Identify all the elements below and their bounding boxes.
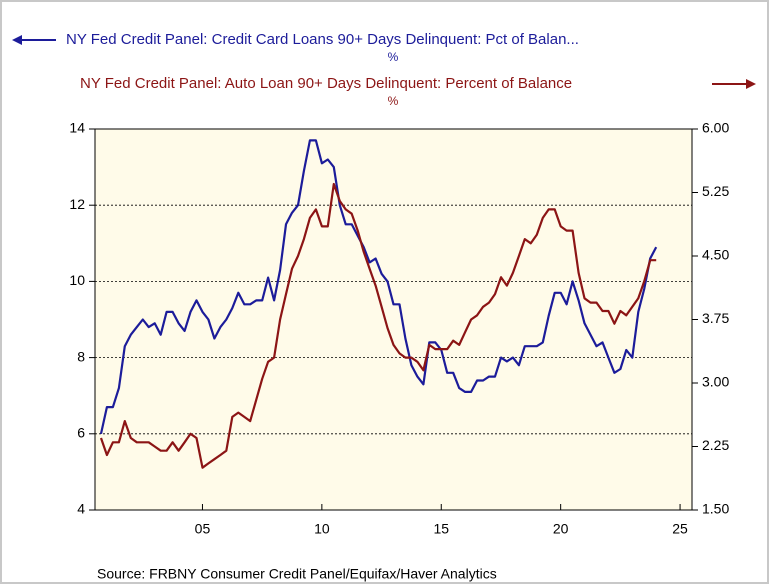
y-tick-label: 10 — [69, 272, 85, 288]
y-tick-label: 4 — [77, 501, 85, 517]
x-tick-label: 10 — [314, 521, 330, 537]
legend-arrowhead — [12, 35, 22, 45]
y-tick-label: 6 — [77, 425, 85, 441]
series-line — [99, 182, 657, 469]
plot-area — [95, 129, 692, 510]
legend-label: NY Fed Credit Panel: Credit Card Loans 9… — [66, 31, 579, 48]
legend-unit: % — [388, 94, 399, 108]
legend-label: NY Fed Credit Panel: Auto Loan 90+ Days … — [80, 75, 572, 92]
y2-tick-label: 2.25 — [702, 437, 729, 453]
y-tick-label: 12 — [69, 196, 85, 212]
y2-tick-label: 1.50 — [702, 501, 729, 517]
y-tick-label: 8 — [77, 348, 85, 364]
legend-unit: % — [388, 50, 399, 64]
y2-tick-label: 6.00 — [702, 120, 729, 136]
plot-border — [94, 128, 693, 511]
y2-tick-label: 4.50 — [702, 247, 729, 263]
x-tick-label: 20 — [553, 521, 569, 537]
y-tick-label: 14 — [69, 120, 85, 136]
y2-tick-label: 5.25 — [702, 183, 729, 199]
series-line — [99, 139, 658, 435]
x-tick-label: 25 — [672, 521, 688, 537]
source-note: Source: FRBNY Consumer Credit Panel/Equi… — [97, 566, 497, 582]
y2-tick-label: 3.75 — [702, 310, 729, 326]
x-tick-label: 05 — [195, 521, 211, 537]
y2-tick-label: 3.00 — [702, 374, 729, 390]
x-tick-label: 15 — [433, 521, 449, 537]
legend-arrowhead — [746, 79, 756, 89]
